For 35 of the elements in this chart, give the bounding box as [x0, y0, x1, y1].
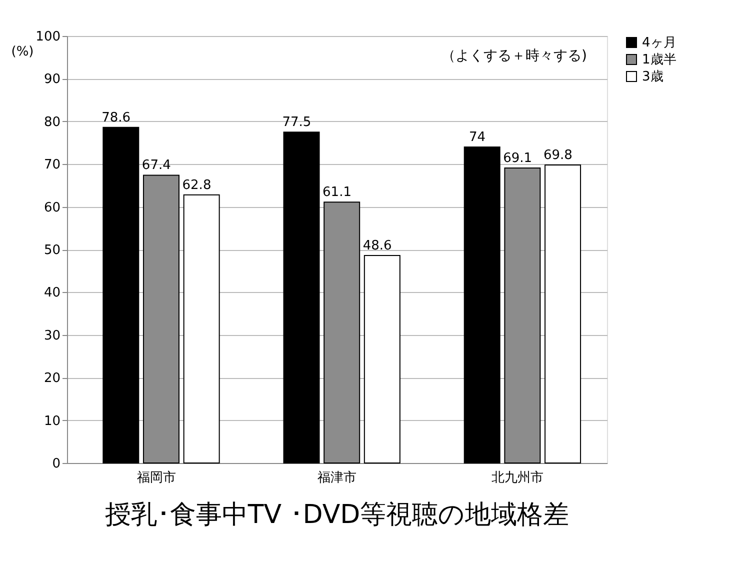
bar — [364, 254, 400, 464]
y-tick-label: 40 — [44, 286, 60, 301]
y-tick-label: 100 — [36, 30, 60, 44]
data-label: 69.1 — [503, 150, 532, 166]
bar — [464, 146, 500, 464]
y-tick-label: 20 — [44, 371, 60, 386]
y-tick-label: 0 — [52, 456, 60, 472]
legend-label: 3歳 — [642, 70, 664, 84]
bar — [544, 164, 582, 464]
y-tick-label: 90 — [44, 72, 60, 88]
bar — [102, 126, 140, 464]
data-label: 69.8 — [543, 148, 572, 163]
data-label: 61.1 — [322, 185, 352, 200]
x-tick-label: 北九州市 — [492, 470, 544, 486]
legend-label: 4ヶ月 — [642, 36, 676, 50]
y-tick-label: 70 — [44, 158, 60, 173]
data-label: 48.6 — [362, 238, 392, 254]
y-tick-label: 10 — [44, 414, 60, 429]
x-tick-label: 福津市 — [318, 470, 356, 486]
y-tick-label: 60 — [44, 200, 60, 216]
data-label: 74 — [468, 130, 486, 146]
y-tick-label: 30 — [44, 328, 60, 344]
text: 授乳･食事中TV ･DVD等視聴の地域格差 — [104, 500, 570, 530]
data-label: 62.8 — [182, 178, 212, 193]
bar — [283, 132, 320, 464]
y-axis-title: (%) — [11, 44, 34, 60]
data-label: 78.6 — [102, 110, 131, 126]
legend-label: 1歳半 — [642, 52, 676, 68]
data-label: 77.5 — [282, 115, 312, 130]
x-tick-label: 福岡市 — [136, 470, 176, 486]
data-label: 67.4 — [142, 158, 171, 174]
bar — [183, 194, 220, 464]
y-tick-label: 80 — [44, 114, 60, 130]
annotation: （よくする＋時々する) — [442, 48, 587, 64]
y-tick-label: 50 — [44, 243, 60, 258]
